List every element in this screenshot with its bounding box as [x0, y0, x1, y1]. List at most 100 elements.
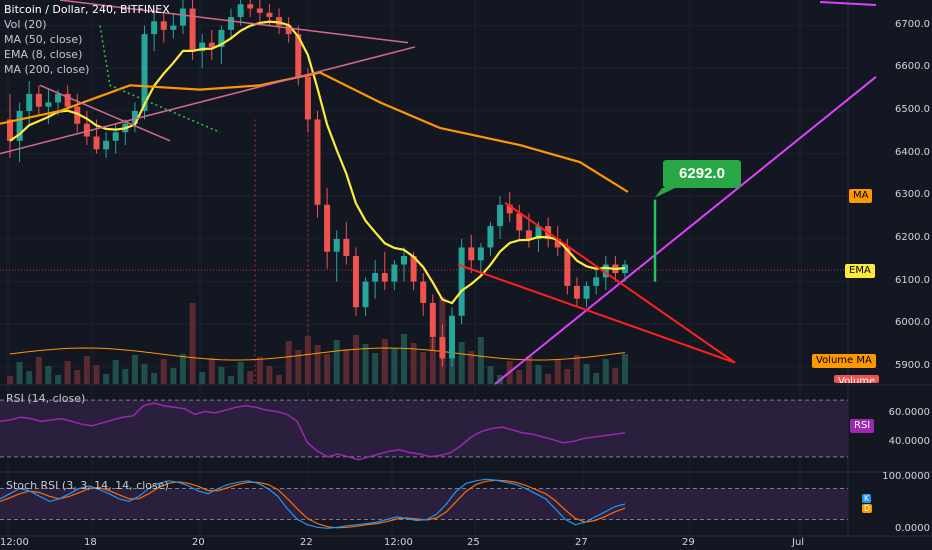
ema-line	[9, 20, 626, 305]
candle-body	[199, 42, 206, 52]
price-axis-label: 6200.0	[895, 231, 930, 243]
candle-body	[276, 17, 283, 26]
volume-bar	[602, 359, 609, 384]
candle-body	[218, 29, 225, 47]
candle-body	[429, 302, 436, 338]
stoch-legend: Stoch RSI (3, 3, 14, 14, close)	[6, 478, 169, 493]
legend-stoch[interactable]: Stoch RSI (3, 3, 14, 14, close)	[6, 479, 169, 492]
ma-line	[0, 71, 629, 193]
candle-body	[554, 238, 561, 248]
candle-body	[64, 93, 71, 107]
candle-body	[179, 8, 186, 26]
candle-body	[372, 273, 379, 282]
candle-body	[304, 76, 311, 120]
candle-body	[583, 285, 590, 299]
candle-body	[228, 17, 235, 30]
volume-ma-tag: Volume MA	[812, 354, 876, 368]
volume-bar	[93, 365, 100, 384]
price-axis-label: 6100.0	[895, 274, 930, 286]
volume-bar	[612, 368, 619, 384]
candle-body	[468, 247, 475, 261]
volume-bar	[208, 358, 215, 384]
candle-body	[237, 4, 244, 18]
candle-body	[477, 247, 484, 261]
volume-bar	[16, 362, 23, 384]
volume-bar	[83, 356, 90, 384]
candle-body	[74, 106, 81, 124]
volume-bar	[324, 354, 331, 384]
ascending-trendline	[494, 76, 877, 385]
volume-bar	[429, 338, 436, 384]
legend-rsi[interactable]: RSI (14, close)	[6, 392, 86, 405]
stoch-k-line	[0, 478, 626, 529]
candle-body	[516, 213, 523, 231]
stoch-axis-label: 0.0000	[895, 522, 930, 534]
volume-bar	[131, 355, 138, 384]
volume-bar	[449, 356, 456, 384]
volume-ma-line	[9, 347, 626, 361]
volume-bar	[160, 359, 167, 384]
volume-bar	[285, 341, 292, 384]
candle-body	[535, 226, 542, 239]
candle-body	[343, 238, 350, 256]
price-axis-label: 6700.0	[895, 18, 930, 30]
candle-body	[141, 34, 148, 111]
candle-body	[131, 110, 138, 124]
volume-bar	[352, 335, 359, 384]
volume-bar	[516, 370, 523, 384]
candle-body	[247, 4, 254, 9]
legend-ma200[interactable]: MA (200, close)	[4, 63, 90, 76]
volume-bar	[228, 376, 235, 384]
volume-bar	[583, 364, 590, 384]
candle-body	[525, 230, 532, 239]
candle-body	[7, 119, 13, 141]
wedge-lower	[457, 263, 736, 364]
volume-bar	[410, 343, 417, 384]
volume-bar	[103, 374, 110, 384]
candle-body	[295, 34, 302, 77]
candle-body	[487, 226, 494, 248]
candle-body	[564, 247, 571, 286]
volume-bar	[400, 334, 407, 384]
time-axis-label: 22	[300, 537, 313, 548]
volume-bar	[189, 303, 196, 384]
candle-body	[35, 93, 42, 107]
price-legend: Bitcoin / Dollar, 240, BITFINEX Vol (20)…	[4, 2, 170, 77]
candle-body	[497, 204, 504, 227]
price-axis-label: 6600.0	[895, 61, 930, 73]
legend-vol[interactable]: Vol (20)	[4, 18, 47, 31]
volume-bar	[487, 366, 494, 384]
legend-ema8[interactable]: EMA (8, close)	[4, 48, 83, 61]
ma-tag: MA	[849, 189, 873, 203]
volume-bar	[391, 348, 398, 384]
candle-body	[439, 337, 446, 359]
candle-body	[391, 264, 398, 282]
volume-bar	[420, 352, 427, 384]
candle-body	[112, 132, 119, 141]
rsi-tag: RSI	[850, 419, 875, 433]
volume-bar	[64, 361, 71, 384]
volume-bar	[35, 357, 42, 384]
volume-bar	[122, 369, 129, 384]
legend-ma50[interactable]: MA (50, close)	[4, 33, 83, 46]
candle-body	[362, 281, 369, 308]
candle-body	[324, 204, 331, 252]
time-axis-label: Jul	[792, 537, 805, 548]
price-axis-label: 5900.0	[895, 359, 930, 371]
candle-body	[26, 93, 33, 111]
legend-symbol[interactable]: Bitcoin / Dollar, 240, BITFINEX	[4, 3, 170, 16]
volume-bar	[237, 362, 244, 384]
price-axis-label: 6500.0	[895, 103, 930, 115]
time-axis-label: 20	[192, 537, 205, 548]
volume-bar	[256, 357, 263, 384]
volume-bar	[74, 370, 81, 384]
candle-body	[333, 238, 340, 252]
candle-body	[160, 21, 167, 30]
volume-bar	[141, 364, 148, 384]
volume-bar	[622, 354, 628, 384]
candle-body	[449, 315, 456, 359]
candle-body	[573, 285, 580, 299]
volume-bar	[525, 356, 532, 384]
